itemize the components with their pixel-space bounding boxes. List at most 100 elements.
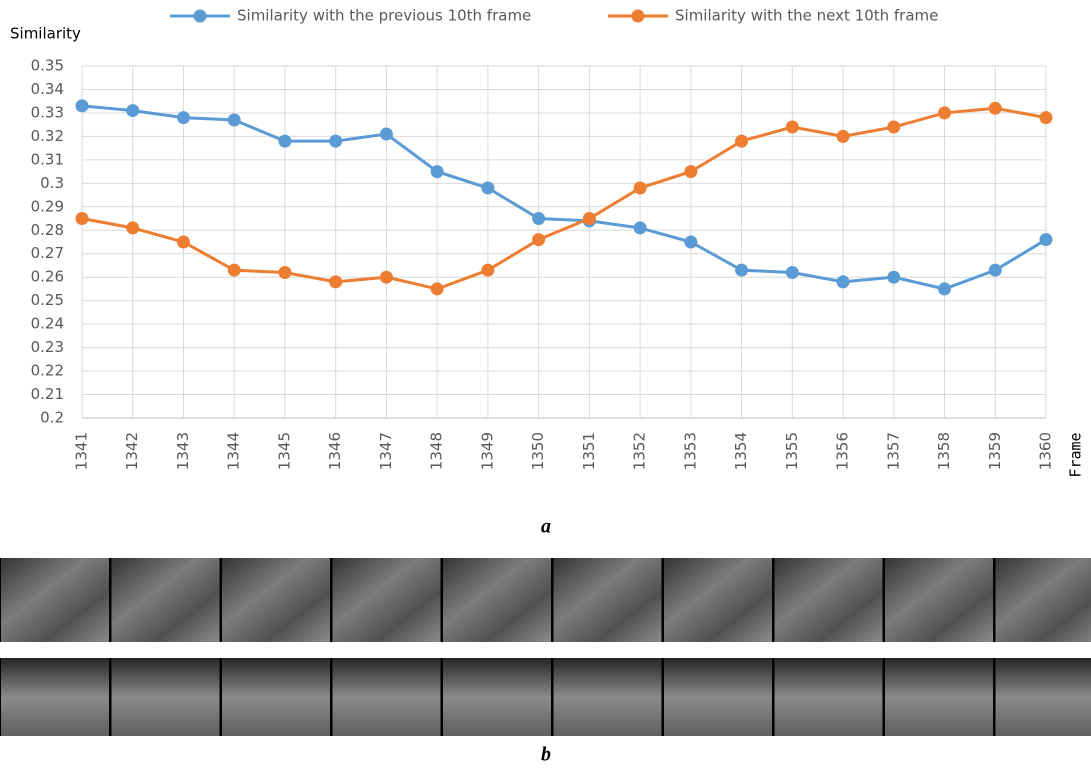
y-axis-label: Similarity	[10, 25, 81, 43]
x-tick-label: 1345	[275, 432, 293, 470]
point	[431, 165, 444, 178]
x-axis-label: Frame	[1067, 432, 1085, 477]
frame-image	[443, 658, 551, 736]
x-tick-label: 1359	[986, 432, 1004, 470]
frame-image	[996, 558, 1091, 642]
point	[684, 165, 697, 178]
frame-image	[443, 558, 551, 642]
caption-b: b	[541, 744, 551, 766]
frame-image	[333, 658, 441, 736]
y-tick-label: 0.22	[31, 362, 64, 380]
x-tick-label: 1357	[884, 432, 902, 470]
point	[228, 113, 241, 126]
point	[634, 182, 647, 195]
legend-marker	[194, 10, 207, 23]
y-tick-label: 0.34	[31, 80, 64, 98]
point	[786, 121, 799, 134]
y-tick-label: 0.29	[31, 197, 64, 215]
legend-marker	[632, 10, 645, 23]
frame-image	[1, 558, 109, 642]
figure: Similarity Frame a b 0.2 0.21 0.22 0.23 0.24…	[0, 0, 1091, 767]
x-tick-label: 1350	[529, 432, 547, 470]
point	[735, 135, 748, 148]
point	[989, 264, 1002, 277]
frame-image	[554, 658, 662, 736]
frame-image	[996, 658, 1091, 736]
point	[684, 236, 697, 249]
frame-image	[1, 658, 109, 736]
y-tick-label: 0.28	[31, 221, 64, 239]
frame-image	[112, 558, 220, 642]
y-tick-label: 0.27	[31, 244, 64, 262]
x-tick-label: 1358	[935, 432, 953, 470]
x-tick-label: 1356	[834, 432, 852, 470]
frame-image	[775, 658, 883, 736]
point	[76, 99, 89, 112]
y-tick-label: 0.23	[31, 338, 64, 356]
frame-image	[222, 558, 330, 642]
point	[532, 233, 545, 246]
point	[228, 264, 241, 277]
point	[786, 266, 799, 279]
legend-label: Similarity with the next 10th frame	[675, 7, 938, 25]
x-tick-label: 1354	[732, 432, 750, 470]
x-tick-label: 1344	[225, 432, 243, 470]
frame-image	[554, 558, 662, 642]
point	[887, 121, 900, 134]
point	[938, 106, 951, 119]
frame-image	[775, 558, 883, 642]
point	[887, 271, 900, 284]
y-tick-label: 0.21	[31, 385, 64, 403]
y-tick-label: 0.26	[31, 268, 64, 286]
point	[329, 275, 342, 288]
point	[837, 275, 850, 288]
point	[76, 212, 89, 225]
y-tick-label: 0.25	[31, 291, 64, 309]
frame-image	[885, 558, 993, 642]
series-line	[82, 106, 1046, 289]
x-tick-label: 1351	[580, 432, 598, 470]
x-tick-label: 1343	[174, 432, 192, 470]
point	[380, 128, 393, 141]
y-tick-label: 0.32	[31, 127, 64, 145]
frame-image	[664, 558, 772, 642]
frame-image	[333, 558, 441, 642]
point	[583, 212, 596, 225]
point	[1040, 233, 1053, 246]
series-line	[82, 108, 1046, 289]
point	[989, 102, 1002, 115]
legend-label: Similarity with the previous 10th frame	[237, 7, 531, 25]
point	[329, 135, 342, 148]
point	[532, 212, 545, 225]
point	[431, 282, 444, 295]
point	[634, 221, 647, 234]
x-tick-label: 1346	[326, 432, 344, 470]
x-tick-label: 1352	[631, 432, 649, 470]
point	[278, 266, 291, 279]
point	[938, 282, 951, 295]
frame-image	[664, 658, 772, 736]
point	[177, 111, 190, 124]
x-tick-label: 1355	[783, 432, 801, 470]
y-tick-label: 0.3	[40, 174, 64, 192]
point	[126, 221, 139, 234]
caption-a: a	[541, 516, 551, 538]
point	[278, 135, 291, 148]
point	[735, 264, 748, 277]
y-tick-label: 0.31	[31, 150, 64, 168]
point	[177, 236, 190, 249]
x-tick-label: 1347	[377, 432, 395, 470]
point	[837, 130, 850, 143]
y-tick-label: 0.35	[31, 57, 64, 75]
point	[380, 271, 393, 284]
point	[126, 104, 139, 117]
x-tick-label: 1353	[681, 432, 699, 470]
x-tick-label: 1349	[478, 432, 496, 470]
y-tick-label: 0.2	[40, 409, 64, 427]
point	[481, 182, 494, 195]
x-tick-label: 1342	[123, 432, 141, 470]
x-tick-label: 1341	[73, 432, 91, 470]
y-tick-label: 0.24	[31, 315, 64, 333]
x-tick-label: 1360	[1037, 432, 1055, 470]
x-tick-label: 1348	[428, 432, 446, 470]
